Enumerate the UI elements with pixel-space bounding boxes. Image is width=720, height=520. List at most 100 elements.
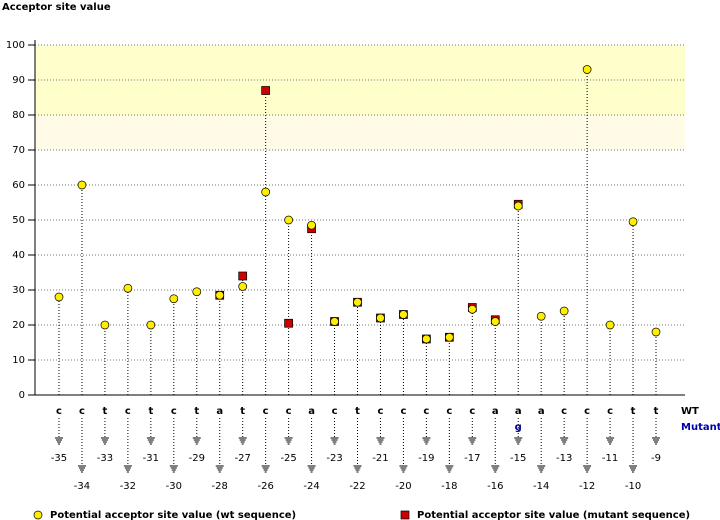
legend-marker — [400, 510, 410, 520]
wt-marker — [559, 306, 569, 316]
wt-marker — [77, 180, 87, 190]
y-tick-label: 100 — [6, 40, 25, 51]
x-tick-label: -10 — [625, 481, 641, 492]
y-tick-label: 40 — [12, 250, 25, 261]
x-tick-label: -32 — [120, 481, 136, 492]
x-tick-label: -20 — [395, 481, 411, 492]
wt-marker — [100, 320, 110, 330]
wt-base: t — [355, 406, 360, 417]
y-tick-label: 60 — [12, 180, 25, 191]
wt-marker — [536, 311, 546, 321]
wt-base: a — [515, 406, 522, 417]
x-tick-label: -33 — [97, 453, 113, 464]
mutant-marker — [261, 86, 271, 95]
x-tick-label: -29 — [189, 453, 205, 464]
wt-base: t — [194, 406, 199, 417]
mutant-marker — [284, 318, 293, 328]
wt-marker — [307, 220, 316, 230]
wt-marker — [123, 283, 133, 293]
wt-base: c — [332, 406, 338, 417]
x-tick-label: -11 — [602, 453, 618, 464]
x-tick-label: -22 — [349, 481, 365, 492]
wt-marker — [353, 297, 362, 307]
y-tick-label: 50 — [12, 215, 25, 226]
y-tick-label: 10 — [12, 355, 25, 366]
wt-marker — [399, 310, 408, 319]
highlight-band — [35, 115, 685, 150]
x-tick-label: -25 — [280, 453, 296, 464]
y-tick-label: 70 — [12, 145, 25, 156]
x-tick-label: -9 — [651, 453, 661, 464]
wt-marker — [490, 317, 500, 326]
y-tick-label: 20 — [12, 320, 25, 331]
wt-base: c — [286, 406, 292, 417]
x-tick-label: -30 — [166, 481, 182, 492]
wt-base: t — [631, 406, 636, 417]
x-tick-label: -12 — [579, 481, 595, 492]
legend-label: Potential acceptor site value (mutant se… — [417, 510, 690, 520]
x-tick-label: -27 — [235, 453, 251, 464]
legend-label: Potential acceptor site value (wt sequen… — [50, 510, 296, 520]
y-tick-label: 30 — [12, 285, 25, 296]
wt-marker — [146, 320, 156, 330]
wt-marker — [651, 327, 661, 337]
x-tick-label: -28 — [212, 481, 228, 492]
wt-base: c — [561, 406, 567, 417]
wt-base: c — [377, 406, 383, 417]
wt-marker — [467, 304, 477, 314]
x-tick-label: -19 — [418, 453, 434, 464]
x-tick-label: -21 — [372, 453, 388, 464]
wt-marker — [54, 292, 64, 302]
wt-marker — [215, 290, 225, 300]
wt-label: WT — [681, 406, 699, 417]
wt-base: c — [469, 406, 475, 417]
wt-base: t — [240, 406, 245, 417]
wt-base: c — [423, 406, 429, 417]
wt-base: t — [654, 406, 659, 417]
chart-title: Acceptor site value — [2, 2, 111, 13]
x-tick-label: -34 — [74, 481, 90, 492]
y-tick-label: 80 — [12, 110, 25, 121]
wt-base: c — [125, 406, 131, 417]
wt-marker — [422, 334, 431, 344]
wt-base: c — [79, 406, 85, 417]
wt-base: a — [492, 406, 499, 417]
wt-marker — [238, 282, 248, 291]
x-tick-label: -15 — [510, 453, 526, 464]
wt-base: c — [263, 406, 269, 417]
wt-marker — [284, 215, 293, 225]
wt-base: a — [308, 406, 315, 417]
x-tick-label: -14 — [533, 481, 549, 492]
wt-base: a — [216, 406, 223, 417]
y-tick-label: 90 — [12, 75, 25, 86]
wt-marker — [192, 287, 202, 297]
wt-base: c — [446, 406, 452, 417]
y-tick-label: 0 — [19, 390, 25, 401]
wt-marker — [330, 317, 339, 326]
wt-base: c — [607, 406, 613, 417]
mutant-marker — [238, 271, 248, 281]
x-tick-label: -17 — [464, 453, 480, 464]
wt-marker — [169, 294, 179, 304]
x-tick-label: -35 — [51, 453, 67, 464]
wt-base: c — [171, 406, 177, 417]
legend-marker — [33, 510, 43, 520]
wt-marker — [444, 332, 454, 342]
wt-marker — [605, 320, 615, 330]
wt-base: a — [538, 406, 545, 417]
mutant-label: Mutant — [681, 422, 720, 433]
wt-base: t — [148, 406, 153, 417]
x-tick-label: -31 — [143, 453, 159, 464]
x-tick-label: -13 — [556, 453, 572, 464]
x-tick-label: -24 — [303, 481, 319, 492]
x-tick-label: -26 — [257, 481, 273, 492]
wt-marker — [376, 313, 385, 323]
wt-marker — [582, 65, 592, 74]
x-tick-label: -23 — [326, 453, 342, 464]
wt-base: c — [56, 406, 62, 417]
x-tick-label: -18 — [441, 481, 457, 492]
wt-base: t — [103, 406, 108, 417]
wt-base: c — [584, 406, 590, 417]
wt-marker — [628, 217, 638, 227]
